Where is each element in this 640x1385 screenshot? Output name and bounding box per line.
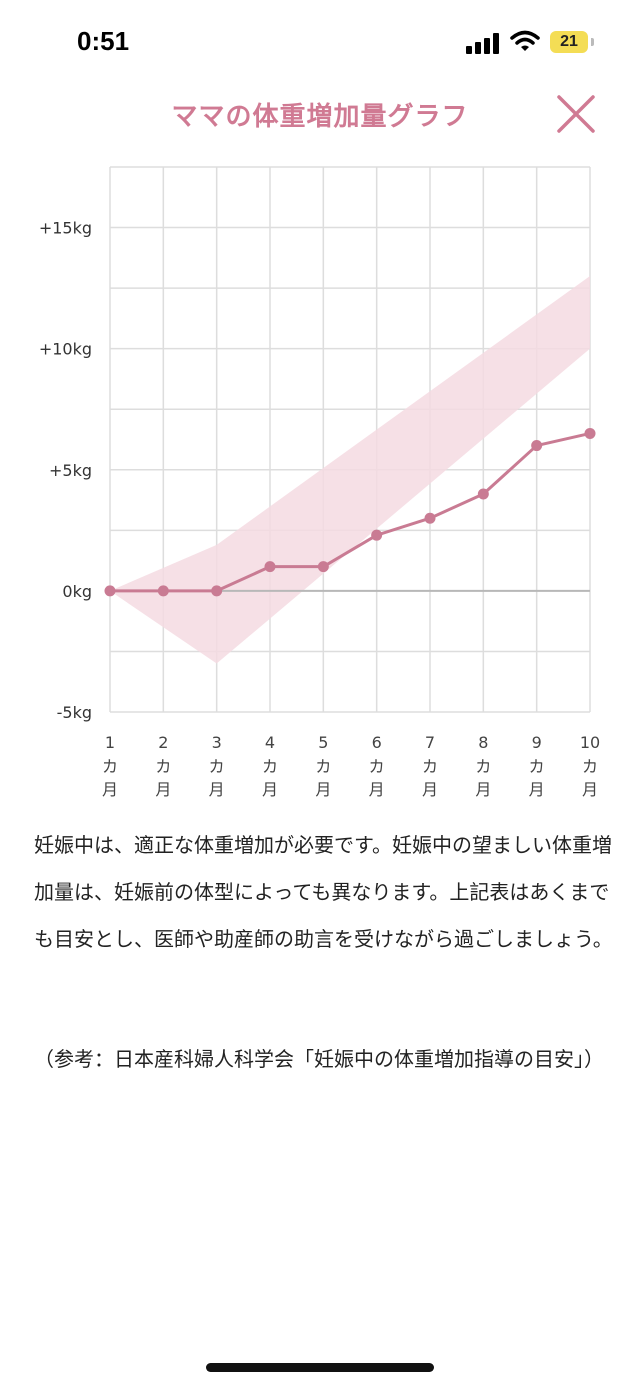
x-tick-label-unit: カ [102,757,118,776]
weight-series-line [110,431,591,593]
recommended-range-band [110,276,590,664]
x-tick-label-unit: カ [209,757,225,776]
weight-data-point [584,427,596,439]
weight-data-point [264,561,276,573]
x-tick-label-unit: カ [475,757,491,776]
weight-data-point [531,440,543,452]
x-tick-label: 7 [425,733,435,752]
x-tick-label: 10 [580,733,600,752]
x-tick-label-unit: カ [315,757,331,776]
page-title: ママの体重増加量グラフ [171,102,469,132]
x-tick-label-unit: 月 [369,780,385,799]
x-tick-label: 9 [532,733,542,752]
x-tick-label-unit: カ [262,757,278,776]
chart-svg: -5kg0kg+5kg+10kg+15kg1カ月2カ月3カ月4カ月5カ月6カ月7… [39,166,600,799]
x-tick-label: 4 [265,733,275,752]
weight-data-point [104,585,116,597]
x-tick-label-unit: 月 [529,780,545,799]
y-tick-label: +10kg [39,340,92,359]
x-tick-label-unit: カ [582,757,598,776]
x-tick-label-unit: 月 [209,780,225,799]
x-tick-label-unit: 月 [102,780,118,799]
y-tick-label: 0kg [62,582,92,601]
x-tick-label-unit: 月 [262,780,278,799]
y-tick-label: -5kg [57,703,92,722]
x-tick-label: 2 [158,733,168,752]
battery-tip [591,38,594,46]
close-icon[interactable] [556,94,596,134]
weight-data-point [157,585,169,597]
x-tick-label-unit: カ [422,757,438,776]
x-tick-label: 3 [212,733,222,752]
y-tick-label: +5kg [49,461,92,480]
home-indicator[interactable] [206,1363,434,1372]
battery-icon: 21 [550,31,588,53]
weight-gain-chart: -5kg 0kg +5kg +10kg +15kg 1 カ月 2 カ月 3 カ月 4 カ月 5 カ月 6 カ月 7… [0,150,640,810]
status-time: 0:51 [77,26,130,56]
description-text: 妊娠中は、適正な体重増加が必要です。妊娠中の望ましい体重増加量は、妊娠前の体型に… [34,833,613,951]
weight-data-point [211,585,223,597]
x-tick-label-unit: 月 [155,780,171,799]
x-tick-label: 6 [372,733,382,752]
x-tick-label-unit: 月 [315,780,331,799]
weight-data-point [477,488,489,500]
x-tick-label-unit: カ [155,757,171,776]
signal-icon [466,32,500,54]
x-tick-label-unit: 月 [582,780,598,799]
x-tick-label-unit: 月 [422,780,438,799]
y-tick-label: +15kg [39,219,92,238]
x-tick-label: 8 [478,733,488,752]
x-tick-label: 5 [318,733,328,752]
status-bar: 0:51 21 [0,0,640,90]
reference-text: （参考：日本産科婦人科学会「妊娠中の体重増加指導の目安」） [34,1047,604,1071]
x-tick-label-unit: カ [529,757,545,776]
wifi-icon [510,30,540,51]
weight-data-point [424,512,436,524]
weight-data-point [371,529,383,541]
x-tick-label: 1 [105,733,115,752]
x-tick-label-unit: カ [369,757,385,776]
weight-data-point [317,561,329,573]
x-tick-label-unit: 月 [475,780,491,799]
header: ママの体重増加量グラフ [0,90,640,140]
